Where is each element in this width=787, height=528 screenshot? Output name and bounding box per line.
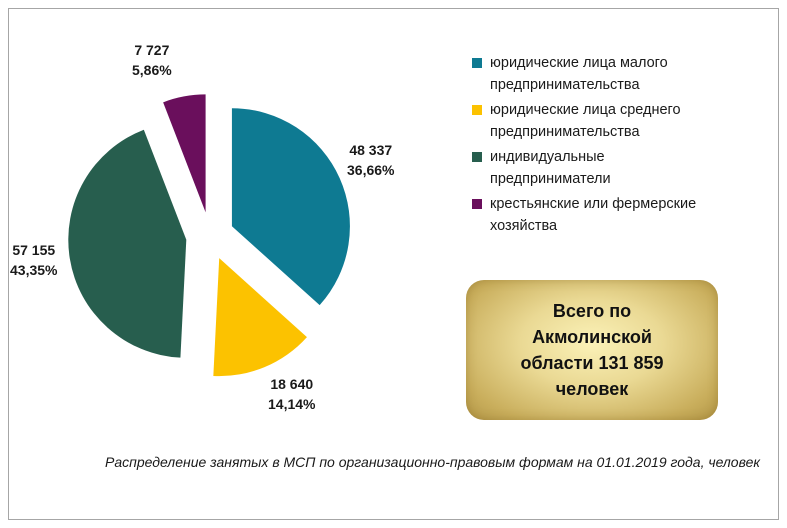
data-label-small-business-percent: 36,66% xyxy=(347,162,395,178)
data-label-individual-entrepreneurs: 57 155 43,35% xyxy=(10,240,57,280)
legend-item-small-business: юридические лица малого предпринимательс… xyxy=(472,52,712,96)
pie-slice-farms xyxy=(163,94,206,213)
legend-label-small-business: юридические лица малого предпринимательс… xyxy=(490,55,668,93)
data-label-medium-business-percent: 14,14% xyxy=(268,396,316,412)
legend-swatch-small-business xyxy=(472,58,482,68)
legend-label-medium-business: юридические лица среднего предпринимател… xyxy=(490,102,681,140)
legend-swatch-farms xyxy=(472,199,482,209)
data-label-small-business: 48 337 36,66% xyxy=(347,140,394,180)
data-label-farms-value: 7 727 xyxy=(134,42,170,58)
legend: юридические лица малого предпринимательс… xyxy=(472,52,712,240)
data-label-medium-business: 18 640 14,14% xyxy=(268,374,315,414)
legend-item-individual-entrepreneurs: индивидуальные предприниматели xyxy=(472,146,712,190)
data-label-individual-entrepreneurs-value: 57 155 xyxy=(12,242,56,258)
data-label-farms: 7 727 5,86% xyxy=(132,40,172,80)
legend-item-farms: крестьянские или фермерские хозяйства xyxy=(472,193,712,237)
pie-slice-medium-business xyxy=(213,258,307,377)
chart-caption: Распределение занятых в МСП по организац… xyxy=(105,454,760,470)
legend-label-individual-entrepreneurs: индивидуальные предприниматели xyxy=(490,149,611,187)
data-label-individual-entrepreneurs-percent: 43,35% xyxy=(10,262,58,278)
pie-slice-individual-entrepreneurs xyxy=(68,129,187,358)
data-label-farms-percent: 5,86% xyxy=(132,62,172,78)
legend-swatch-individual-entrepreneurs xyxy=(472,152,482,162)
data-label-small-business-value: 48 337 xyxy=(349,142,393,158)
legend-item-medium-business: юридические лица среднего предпринимател… xyxy=(472,99,712,143)
legend-label-farms: крестьянские или фермерские хозяйства xyxy=(490,196,697,234)
legend-swatch-medium-business xyxy=(472,105,482,115)
data-label-medium-business-value: 18 640 xyxy=(270,376,314,392)
total-box: Всего по Акмолинской области 131 859 чел… xyxy=(466,280,718,420)
pie-slice-small-business xyxy=(231,108,350,306)
total-text: Всего по Акмолинской области 131 859 чел… xyxy=(520,301,664,399)
